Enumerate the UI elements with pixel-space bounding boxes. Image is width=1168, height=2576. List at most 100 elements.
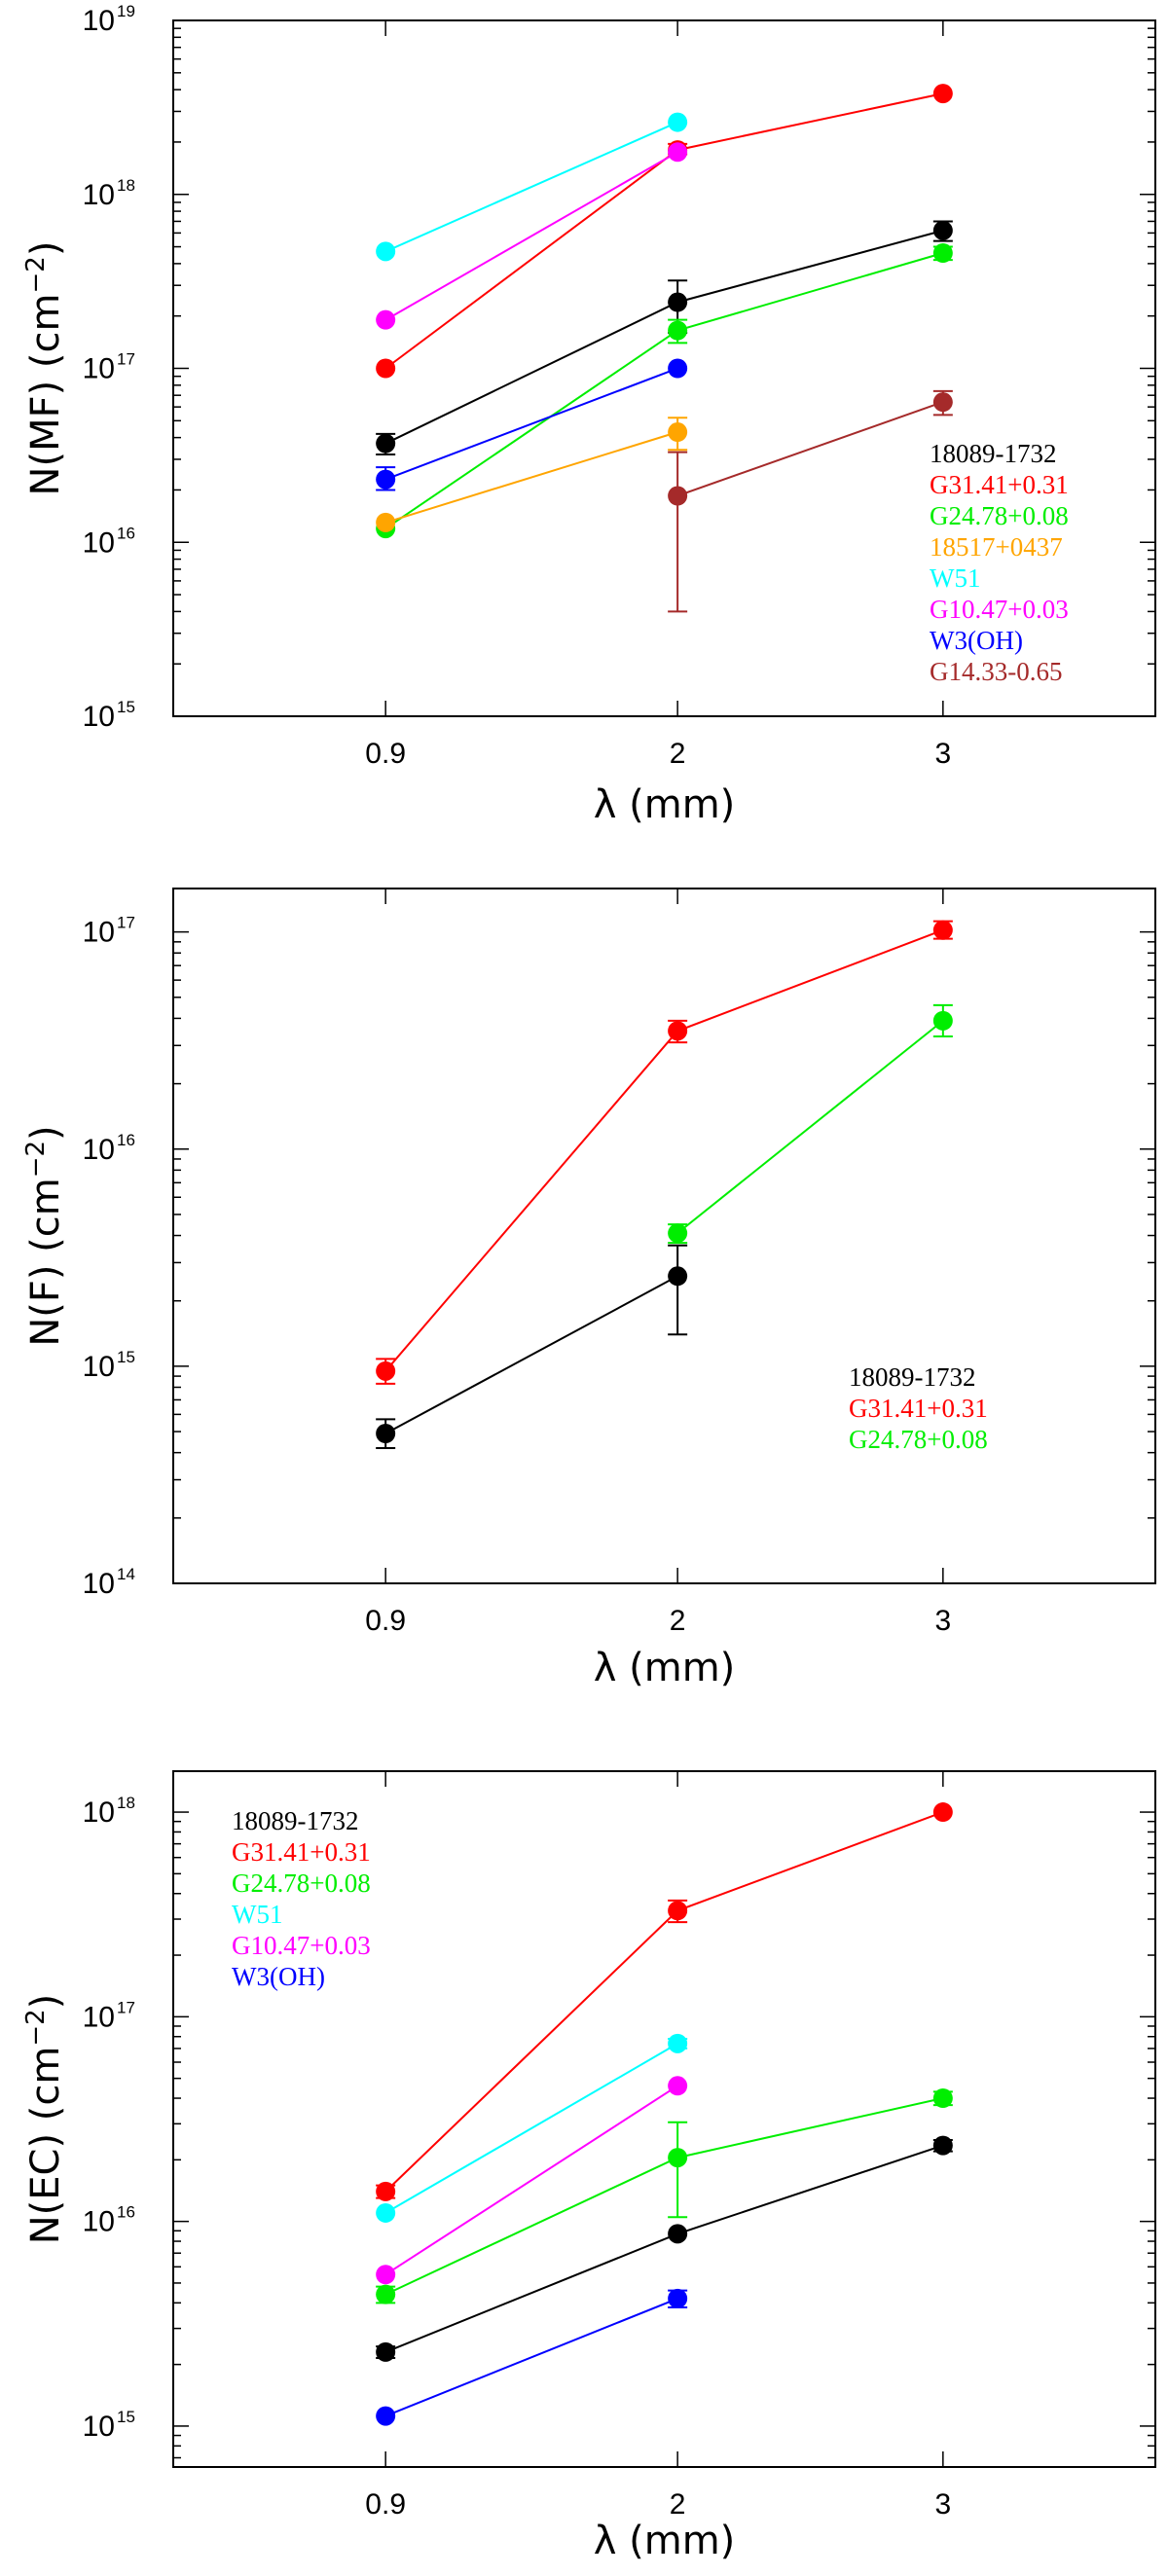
data-point <box>668 2076 688 2096</box>
x-tick-label: 0.9 <box>365 738 406 770</box>
series-line <box>676 401 944 497</box>
legend-entry: G31.41+0.31 <box>232 1837 371 1867</box>
data-point <box>668 142 688 163</box>
data-point <box>376 2265 396 2285</box>
y-axis-title-close: ) <box>23 1125 68 1141</box>
y-tick-label: 10 <box>83 701 115 733</box>
data-point <box>376 433 396 454</box>
legend-entry: G31.41+0.31 <box>930 470 1069 499</box>
y-tick-exponent: 15 <box>117 2408 135 2426</box>
legend-entry: G14.33-0.65 <box>930 657 1063 686</box>
y-tick-label: 10 <box>83 1134 115 1166</box>
x-tick-label: 3 <box>934 2488 951 2521</box>
data-point <box>376 2341 396 2362</box>
data-point <box>376 469 396 490</box>
series-18089-1732 <box>376 220 953 455</box>
legend-entry: 18089-1732 <box>930 439 1057 468</box>
y-tick-label: 10 <box>83 2001 115 2033</box>
data-point <box>668 1021 688 1041</box>
legend-entry: G24.78+0.08 <box>232 1869 371 1898</box>
series-line <box>384 229 944 445</box>
data-point <box>376 358 396 379</box>
series-G24.78+0.08 <box>376 243 953 539</box>
series-line <box>384 92 944 370</box>
x-axis-title: λ (mm) <box>594 2519 736 2563</box>
y-tick-exponent: 17 <box>117 1998 135 2016</box>
y-tick-exponent: 15 <box>117 698 135 716</box>
y-tick-exponent: 17 <box>117 350 135 369</box>
x-tick-label: 2 <box>670 2488 686 2521</box>
series-line <box>676 1020 944 1234</box>
x-tick-label: 2 <box>670 1605 686 1637</box>
y-axis-title-close: ) <box>23 241 68 257</box>
legend: 18089-1732G31.41+0.31G24.78+0.08W51G10.4… <box>232 1806 371 1991</box>
y-tick-label: 10 <box>83 526 115 559</box>
legend-entry: G10.47+0.03 <box>232 1931 371 1960</box>
series-G10.47+0.03 <box>376 142 688 330</box>
data-point <box>668 1223 688 1244</box>
plot-frame <box>172 888 1156 1584</box>
data-point <box>668 320 688 341</box>
data-point <box>376 2406 396 2426</box>
series-line <box>384 2097 944 2296</box>
data-point <box>932 243 953 264</box>
data-point <box>668 2033 688 2053</box>
y-axis-title-exponent: −2 <box>21 256 51 293</box>
y-tick-label: 10 <box>83 1796 115 1829</box>
legend-entry: 18089-1732 <box>849 1362 976 1392</box>
y-tick-label: 10 <box>83 179 115 211</box>
series-line <box>384 2144 944 2353</box>
y-axis-title-text: N(F) (cm <box>23 1178 68 1346</box>
legend: 18089-1732G31.41+0.31G24.78+0.0818517+04… <box>930 439 1069 686</box>
series-line <box>384 928 944 1372</box>
y-tick-exponent: 17 <box>117 914 135 932</box>
y-tick-exponent: 18 <box>117 176 135 195</box>
legend-entry: W3(OH) <box>930 626 1023 655</box>
x-tick-label: 0.9 <box>365 2488 406 2521</box>
series-G24.78+0.08 <box>668 1003 953 1245</box>
data-point <box>932 1802 953 1823</box>
series-line <box>384 367 678 481</box>
series-line <box>384 151 678 321</box>
series-G31.41+0.31 <box>376 920 953 1385</box>
x-tick-label: 0.9 <box>365 1605 406 1637</box>
series-18089-1732 <box>376 2135 953 2362</box>
data-point <box>376 2181 396 2201</box>
legend-entry: 18517+0437 <box>930 532 1063 562</box>
y-axis-title-text: N(EC) (cm <box>23 2047 68 2245</box>
series-18089-1732 <box>376 1244 688 1449</box>
data-point <box>668 112 688 132</box>
series-line <box>384 121 678 253</box>
data-point <box>668 1266 688 1287</box>
data-point <box>932 220 953 240</box>
legend-entry: G24.78+0.08 <box>849 1425 988 1454</box>
series-W3(OH) <box>376 358 688 491</box>
y-axis-title-close: ) <box>23 1994 68 2010</box>
series-18517+0437 <box>376 417 688 532</box>
series-line <box>384 2297 678 2417</box>
data-point <box>932 1010 953 1031</box>
legend-entry: 18089-1732 <box>232 1806 359 1835</box>
data-point <box>932 920 953 940</box>
series-line <box>384 1811 944 2193</box>
y-tick-label: 10 <box>83 1351 115 1383</box>
legend-entry: G24.78+0.08 <box>930 501 1069 530</box>
y-tick-label: 10 <box>83 2411 115 2443</box>
data-point <box>668 2224 688 2244</box>
data-point <box>668 2148 688 2168</box>
series-line <box>384 2043 678 2214</box>
data-point <box>668 486 688 506</box>
data-point <box>932 2135 953 2156</box>
legend-entry: W51 <box>930 563 980 593</box>
y-tick-exponent: 15 <box>117 1348 135 1366</box>
series-G31.41+0.31 <box>376 1802 953 2201</box>
data-point <box>376 309 396 330</box>
legend-entry: G10.47+0.03 <box>930 595 1069 624</box>
y-tick-exponent: 16 <box>117 1131 135 1149</box>
data-point <box>376 241 396 262</box>
x-tick-label: 3 <box>934 738 951 770</box>
data-point <box>376 512 396 532</box>
